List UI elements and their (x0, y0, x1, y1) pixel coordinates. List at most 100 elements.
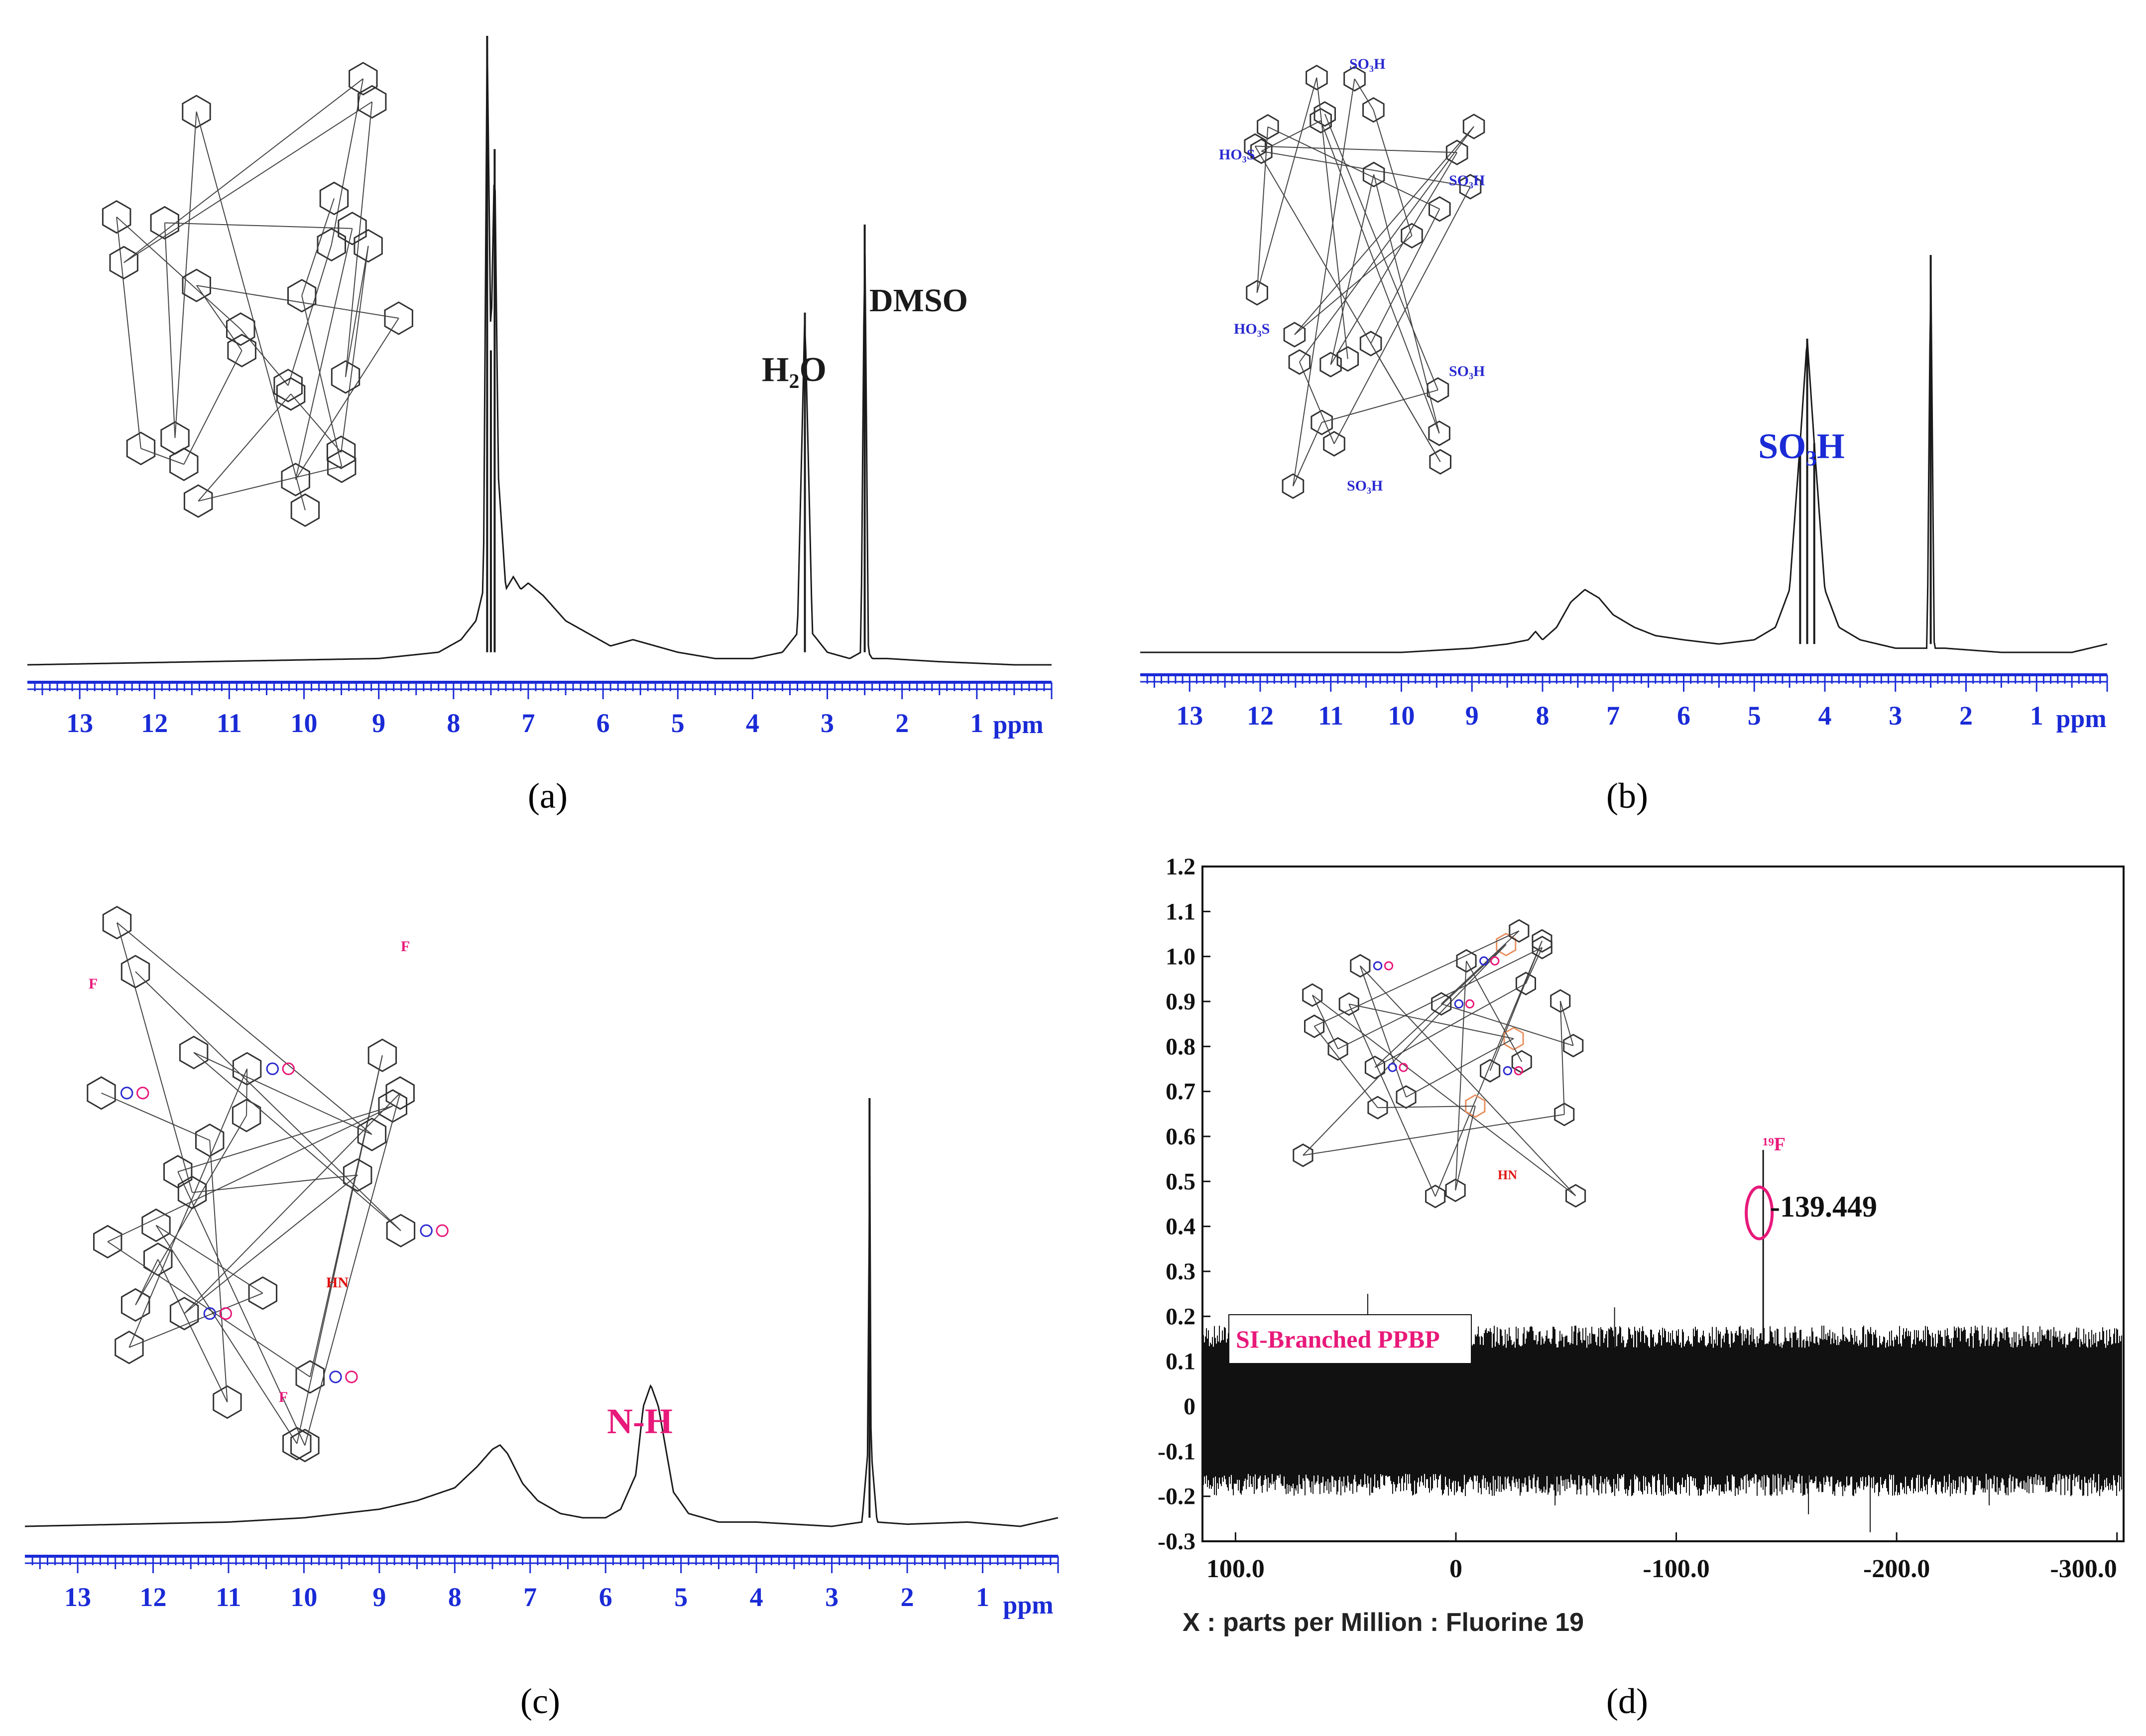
noise-band (1203, 1325, 2122, 1496)
sulfonyl-group (1384, 961, 1394, 971)
structure-label-b-5: SO₃H (1449, 363, 1485, 379)
benzene-ring (1532, 929, 1552, 953)
chemical-structure (87, 905, 449, 1463)
benzene-ring (1445, 139, 1468, 165)
text-layer: (a) (b) (c) (d) H₂O DMSO SO₃H N-H ppm pp… (89, 56, 2107, 1721)
bond (1333, 186, 1471, 444)
bond (116, 922, 193, 1193)
sulfonyl-group (1490, 956, 1500, 966)
bond (1261, 150, 1471, 187)
x-tick-label: 1 (976, 1582, 989, 1612)
bond (1337, 947, 1543, 1050)
sulfonyl-group (436, 1224, 449, 1237)
x-tick-label: 11 (216, 1582, 241, 1612)
benzene-ring (1327, 1037, 1348, 1061)
benzene-ring (1302, 983, 1323, 1007)
bond (174, 112, 197, 438)
benzene-ring (1319, 352, 1342, 377)
benzene-ring (93, 1225, 122, 1259)
bond (117, 922, 372, 1135)
structure-label-b-2: HO₃S (1219, 146, 1255, 163)
caption-b: (b) (1606, 776, 1648, 816)
benzene-ring (273, 369, 303, 402)
peak-label-d: -139.449 (1770, 1190, 1877, 1223)
sulfonyl-group (1399, 1063, 1408, 1072)
benzene-ring (1401, 223, 1423, 249)
benzene-ring (120, 955, 150, 989)
bond (1255, 145, 1457, 153)
bond (301, 198, 335, 296)
benzene-ring (109, 246, 138, 280)
sulfonyl-group (282, 1062, 295, 1075)
benzene-ring (384, 301, 413, 335)
benzene-ring (226, 312, 255, 346)
benzene-ring (1425, 1184, 1446, 1209)
spectrum-line (25, 1160, 1059, 1527)
bond (1406, 1038, 1514, 1098)
sulfonyl-group (1388, 1063, 1397, 1072)
x-tick-label: 8 (447, 708, 460, 738)
benzene-ring (177, 1175, 207, 1210)
bond (135, 971, 401, 1231)
x-tick-label: 2 (895, 708, 909, 738)
bond (209, 1140, 228, 1402)
x-tick-label: 12 (139, 1582, 166, 1612)
bond (1320, 120, 1440, 434)
benzene-ring (1445, 1178, 1466, 1202)
sulfonyl-group (1479, 956, 1489, 966)
sulfonyl-group (1465, 999, 1475, 1009)
bond (295, 318, 399, 480)
y-tick-label: -0.1 (1158, 1438, 1195, 1465)
y-tick-label: 0.9 (1166, 989, 1195, 1015)
x-tick-label: 13 (1176, 701, 1203, 731)
x-tick-label: 7 (523, 1582, 537, 1612)
benzene-ring (1310, 108, 1332, 134)
spectrum-line (27, 38, 1052, 666)
bond (1299, 362, 1335, 444)
x-tick-label: -100.0 (1643, 1555, 1709, 1583)
bond (1299, 126, 1474, 363)
bond (1434, 941, 1543, 1197)
bond (184, 1174, 358, 1314)
bond (177, 1105, 393, 1172)
bond (135, 1259, 159, 1305)
bond (183, 350, 242, 465)
bond (198, 466, 342, 502)
caption-d: (d) (1606, 1681, 1648, 1721)
bond (1321, 389, 1438, 423)
x-tick-label: 1 (2030, 701, 2043, 731)
benzene-ring (102, 200, 131, 234)
structure-label-c-1: F (89, 976, 98, 992)
tick-unit-c: ppm (1003, 1591, 1053, 1619)
benzene-ring (290, 1428, 320, 1463)
legend-box-label-d: SI-Branched PPBP (1236, 1325, 1440, 1353)
y-tick-label: 0.4 (1166, 1214, 1195, 1240)
benzene-ring (195, 1123, 225, 1157)
sulfonyl-group (1503, 1066, 1513, 1076)
chemical-structure (1293, 919, 1586, 1209)
bond (1359, 966, 1407, 1098)
bond (1370, 343, 1441, 462)
bond (1256, 126, 1269, 293)
bond (1256, 77, 1317, 293)
benzene-ring (213, 1385, 242, 1419)
benzene-ring (1343, 66, 1366, 92)
bond (1330, 152, 1458, 365)
bond (1330, 174, 1375, 365)
bond (1267, 126, 1440, 210)
benzene-ring (1362, 161, 1385, 188)
benzene-ring (1338, 992, 1359, 1016)
bond (107, 1105, 393, 1242)
sulfonyl-group (203, 1307, 217, 1320)
benzene-ring (327, 449, 357, 484)
sulfonyl-group (329, 1370, 342, 1383)
bond (1559, 1000, 1574, 1046)
bond (1314, 930, 1520, 1027)
bond (1466, 961, 1523, 1062)
bond (309, 1055, 383, 1377)
bond (192, 1174, 358, 1193)
bond (345, 102, 373, 377)
bond (290, 393, 342, 453)
benzene-ring (1257, 114, 1279, 140)
bond (140, 448, 184, 465)
